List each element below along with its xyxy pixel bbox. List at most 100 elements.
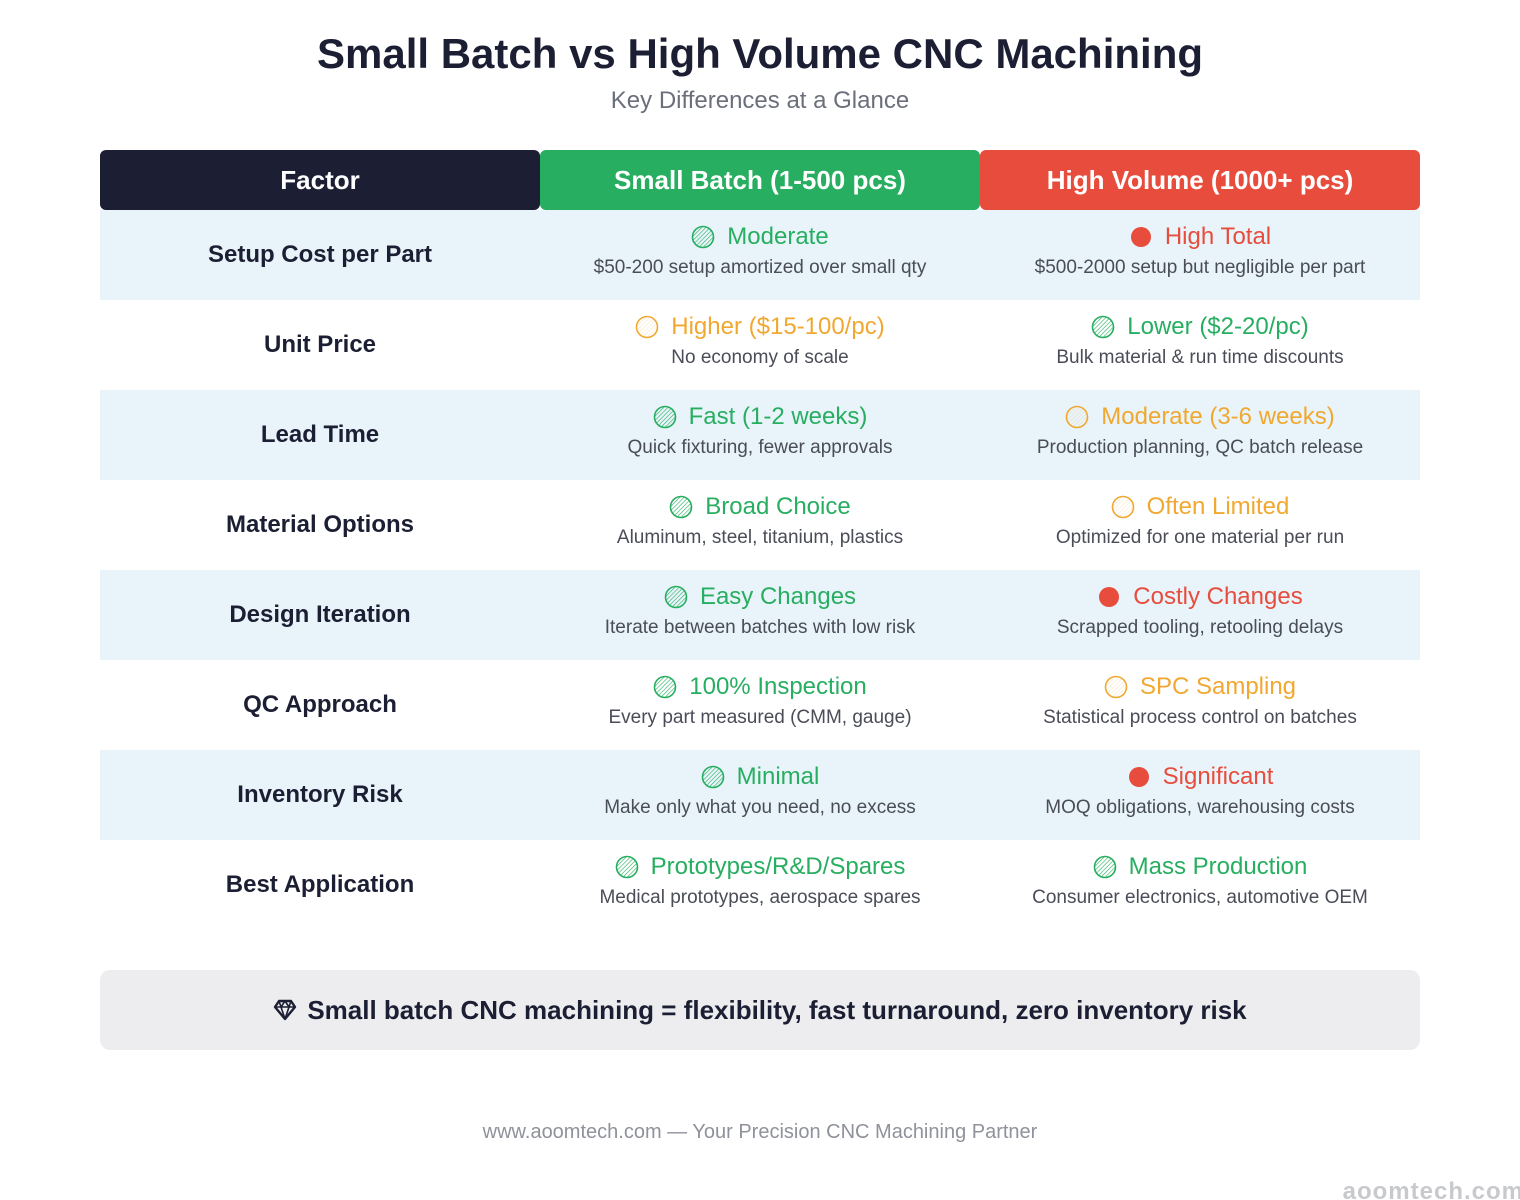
high-batch-cell: Often Limited Optimized for one material … bbox=[980, 480, 1420, 570]
high-batch-cell: Lower ($2-20/pc) Bulk material & run time… bbox=[980, 300, 1420, 390]
rating-line: Prototypes/R&D/Spares bbox=[615, 853, 906, 881]
rating-line: Moderate (3-6 weeks) bbox=[1065, 403, 1335, 431]
high-batch-cell: High Total $500-2000 setup but negligible… bbox=[980, 210, 1420, 300]
rating-note: MOQ obligations, warehousing costs bbox=[1045, 797, 1355, 818]
rating-note: Production planning, QC batch release bbox=[1036, 437, 1364, 458]
summary-text: Small batch CNC machining = flexibility,… bbox=[307, 994, 1247, 1025]
factor-label: QC Approach bbox=[243, 691, 397, 718]
high-batch-cell: SPC Sampling Statistical process control … bbox=[980, 660, 1420, 750]
medium-rating-icon bbox=[635, 315, 659, 339]
footer-text: www.aoomtech.com — Your Precision CNC Ma… bbox=[482, 1121, 1038, 1143]
good-rating-icon bbox=[691, 225, 715, 249]
chart-subtitle: Key Differences at a Glance bbox=[610, 87, 910, 114]
table-row: Setup Cost per Part Moderate $50-200 setup… bbox=[100, 210, 1420, 300]
small-batch-cell: Higher ($15-100/pc) No economy of scale bbox=[540, 300, 980, 390]
summary-banner: Small batch CNC machining = flexibility,… bbox=[100, 970, 1420, 1050]
rating-note: Statistical process control on batches bbox=[1043, 707, 1357, 728]
table-row: Unit Price Higher ($15-100/pc) No economy … bbox=[100, 300, 1420, 390]
rating-label: SPC Sampling bbox=[1139, 673, 1297, 700]
rating-label: Often Limited bbox=[1146, 493, 1290, 520]
good-rating-icon bbox=[653, 675, 677, 699]
factor-label: Design Iteration bbox=[229, 601, 411, 628]
factor-label: Lead Time bbox=[260, 421, 380, 448]
rating-note: Make only what you need, no excess bbox=[604, 797, 916, 818]
rating-label: Easy Changes bbox=[699, 583, 857, 610]
comparison-table: Factor Small Batch (1-500 pcs) High Volu… bbox=[100, 150, 1420, 930]
small-batch-cell: Broad Choice Aluminum, steel, titanium, p… bbox=[540, 480, 980, 570]
rating-label: Minimal bbox=[736, 763, 820, 790]
header-factor: Factor bbox=[100, 150, 540, 210]
rating-line: SPC Sampling bbox=[1104, 673, 1296, 701]
chart-title: Small Batch vs High Volume CNC Machining bbox=[316, 30, 1204, 77]
rating-note: Iterate between batches with low risk bbox=[604, 617, 916, 638]
factor-label: Unit Price bbox=[263, 331, 377, 358]
rating-label: Significant bbox=[1162, 763, 1274, 790]
medium-rating-icon bbox=[1065, 405, 1089, 429]
rating-label: Prototypes/R&D/Spares bbox=[650, 853, 906, 880]
factor-label: Material Options bbox=[225, 511, 415, 538]
high-batch-cell: Costly Changes Scrapped tooling, retoolin… bbox=[980, 570, 1420, 660]
rating-line: High Total bbox=[1129, 223, 1271, 251]
rating-note: Bulk material & run time discounts bbox=[1056, 347, 1344, 368]
rating-label: Moderate (3-6 weeks) bbox=[1101, 403, 1335, 430]
factor-label: Setup Cost per Part bbox=[207, 241, 433, 268]
table-row: Material Options Broad Choice Aluminum, st… bbox=[100, 480, 1420, 570]
rating-line: Often Limited bbox=[1111, 493, 1290, 521]
rating-line: Lower ($2-20/pc) bbox=[1091, 313, 1309, 341]
good-rating-icon bbox=[653, 405, 676, 429]
good-rating-icon bbox=[1091, 315, 1115, 339]
rating-label: High Total bbox=[1164, 223, 1272, 250]
rating-line: Higher ($15-100/pc) bbox=[635, 313, 885, 341]
factor-label: Inventory Risk bbox=[237, 781, 403, 808]
rating-label: Fast (1-2 weeks) bbox=[688, 403, 868, 430]
rating-label: Broad Choice bbox=[705, 493, 851, 520]
good-rating-icon bbox=[615, 855, 638, 879]
rating-line: Mass Production bbox=[1093, 853, 1308, 881]
rating-label: Moderate bbox=[727, 223, 829, 250]
good-rating-icon bbox=[701, 765, 724, 789]
rating-note: Scrapped tooling, retooling delays bbox=[1056, 617, 1344, 638]
rating-label: Costly Changes bbox=[1133, 583, 1303, 610]
rating-note: Quick fixturing, fewer approvals bbox=[627, 437, 893, 458]
table-row: Inventory Risk Minimal Make only what you … bbox=[100, 750, 1420, 840]
rating-note: Medical prototypes, aerospace spares bbox=[599, 887, 921, 908]
good-rating-icon bbox=[1093, 855, 1116, 879]
good-rating-icon bbox=[669, 495, 693, 519]
good-rating-icon bbox=[664, 585, 688, 609]
rating-note: $500-2000 setup but negligible per part bbox=[1034, 257, 1366, 278]
high-batch-cell: Significant MOQ obligations, warehousing … bbox=[980, 750, 1420, 840]
medium-rating-icon bbox=[1104, 675, 1128, 699]
rating-line: Easy Changes bbox=[664, 583, 856, 611]
small-batch-cell: Easy Changes Iterate between batches with… bbox=[540, 570, 980, 660]
table-header-row: Factor Small Batch (1-500 pcs) High Volu… bbox=[100, 150, 1420, 210]
table-row: Best Application Prototypes/R&D/Spares Med… bbox=[100, 840, 1420, 930]
rating-label: Mass Production bbox=[1128, 853, 1308, 880]
table-body: Setup Cost per Part Moderate $50-200 setup… bbox=[100, 210, 1420, 930]
small-batch-cell: 100% Inspection Every part measured (CMM,… bbox=[540, 660, 980, 750]
header-high-volume: High Volume (1000+ pcs) bbox=[980, 150, 1420, 210]
table-row: Design Iteration Easy Changes Iterate betw… bbox=[100, 570, 1420, 660]
high-batch-cell: Mass Production Consumer electronics, aut… bbox=[980, 840, 1420, 930]
factor-label: Best Application bbox=[225, 871, 415, 898]
rating-note: Optimized for one material per run bbox=[1055, 527, 1345, 548]
small-batch-cell: Minimal Make only what you need, no exces… bbox=[540, 750, 980, 840]
rating-label: Lower ($2-20/pc) bbox=[1127, 313, 1309, 340]
header-small-batch: Small Batch (1-500 pcs) bbox=[540, 150, 980, 210]
bad-rating-icon bbox=[1130, 227, 1151, 247]
watermark: aoomtech.com bbox=[1342, 1178, 1520, 1200]
rating-label: Higher ($15-100/pc) bbox=[671, 313, 885, 340]
rating-note: Consumer electronics, automotive OEM bbox=[1032, 887, 1368, 908]
medium-rating-icon bbox=[1111, 495, 1134, 519]
table-row: Lead Time Fast (1-2 weeks) Quick fixturing… bbox=[100, 390, 1420, 480]
small-batch-cell: Fast (1-2 weeks) Quick fixturing, fewer a… bbox=[540, 390, 980, 480]
rating-line: Costly Changes bbox=[1097, 583, 1303, 611]
bad-rating-icon bbox=[1099, 587, 1120, 607]
bad-rating-icon bbox=[1128, 767, 1149, 787]
rating-note: $50-200 setup amortized over small qty bbox=[593, 257, 927, 278]
rating-line: Minimal bbox=[701, 763, 820, 791]
rating-line: Significant bbox=[1127, 763, 1274, 791]
rating-note: Aluminum, steel, titanium, plastics bbox=[616, 527, 904, 548]
small-batch-cell: Prototypes/R&D/Spares Medical prototypes,… bbox=[540, 840, 980, 930]
rating-line: Moderate bbox=[691, 223, 829, 251]
rating-line: 100% Inspection bbox=[653, 673, 867, 701]
